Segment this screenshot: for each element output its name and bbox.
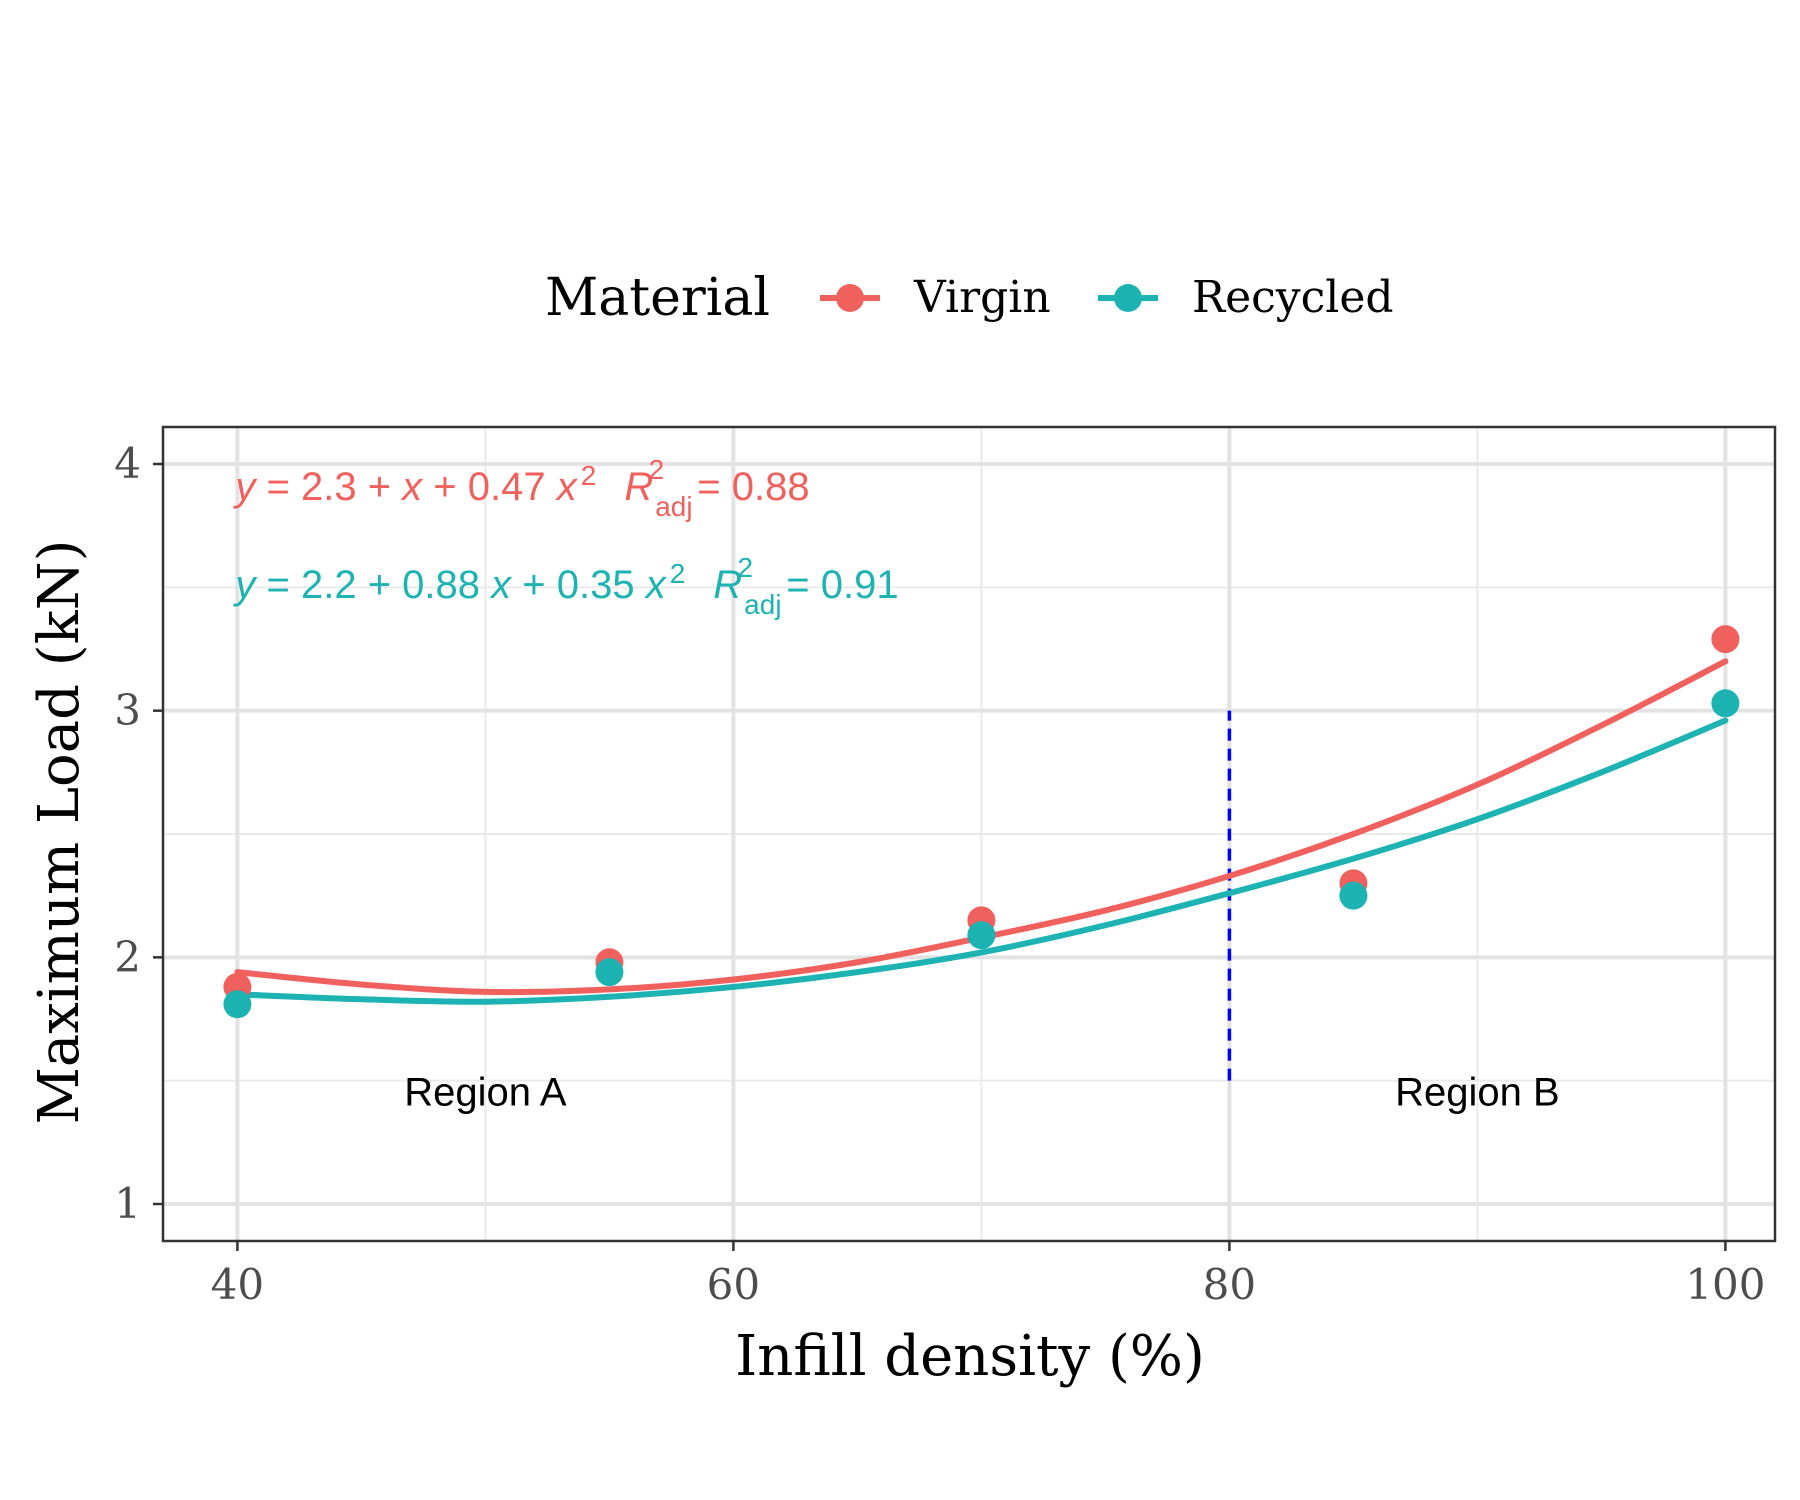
eq-virgin-x2: x [555,465,579,509]
y-tick-label: 4 [114,439,141,488]
data-point-recycled [223,990,252,1019]
region-label: Region B [1395,1070,1560,1114]
eq-recycled-rhs1: = 2.2 + 0.88 [255,563,491,607]
data-point-recycled [967,921,996,950]
eq-virgin-lhs: y [232,465,258,509]
x-axis: 40 60 80 100 [211,1241,1765,1309]
eq-virgin-exp: 2 [581,460,597,491]
equation-virgin: y = 2.3 + x + 0.47 x 2 Radj2 = 0.88 [232,454,809,522]
eq-recycled-x2: x [644,563,668,607]
legend-label-virgin: Virgin [913,272,1051,323]
eq-recycled-rhs2: + 0.35 [511,563,646,607]
eq-virgin-rhs2: + 0.47 [422,465,557,509]
eq-recycled-exp: 2 [670,558,686,589]
x-tick-label: 80 [1203,1260,1256,1309]
eq-recycled-lhs: y [232,563,258,607]
x-tick-label: 40 [211,1260,264,1309]
eq-virgin-rsup: 2 [649,454,665,485]
region-label: Region A [404,1070,567,1114]
plot-panel-border [161,425,1777,1243]
region-annotations: Region A Region B [404,1070,1559,1114]
y-tick-label: 1 [114,1179,141,1228]
legend-key-dot-recycled [1114,284,1142,312]
y-axis-title: Maximum Load (kN) [27,540,92,1125]
legend: Material Virgin Recycled [545,268,1394,328]
eq-virgin-rhs1: = 2.3 + [255,465,402,509]
fit-curve-recycled [234,717,1729,1005]
eq-recycled-x: x [489,563,513,607]
equation-recycled: y = 2.2 + 0.88 x + 0.35 x 2 Radj2 = 0.91 [232,552,898,620]
x-tick-label: 60 [707,1260,760,1309]
data-point-recycled [595,958,624,987]
eq-recycled-rsup: 2 [738,552,754,583]
eq-recycled-rsub: adj [744,589,781,620]
data-points [223,625,1740,1019]
y-tick-label: 3 [114,686,141,735]
eq-recycled-r: R [713,563,742,607]
eq-virgin-rsub: adj [655,491,692,522]
y-axis: 1 2 3 4 [114,439,163,1228]
legend-item-virgin: Virgin [820,272,1051,323]
x-axis-title: Infill density (%) [735,1324,1205,1389]
y-tick-label: 2 [114,932,141,981]
eq-virgin-r: R [624,465,653,509]
data-point-virgin [1711,625,1740,654]
legend-title: Material [545,268,770,328]
x-tick-label: 100 [1685,1260,1765,1309]
minor-gridlines [163,427,1775,1241]
legend-label-recycled: Recycled [1192,272,1394,323]
data-point-recycled [1339,881,1368,910]
eq-virgin-rval: = 0.88 [686,465,809,509]
eq-virgin-x: x [400,465,424,509]
legend-key-dot-virgin [836,284,864,312]
legend-item-recycled: Recycled [1098,272,1394,323]
eq-recycled-rval: = 0.91 [775,563,898,607]
data-point-recycled [1711,689,1740,718]
